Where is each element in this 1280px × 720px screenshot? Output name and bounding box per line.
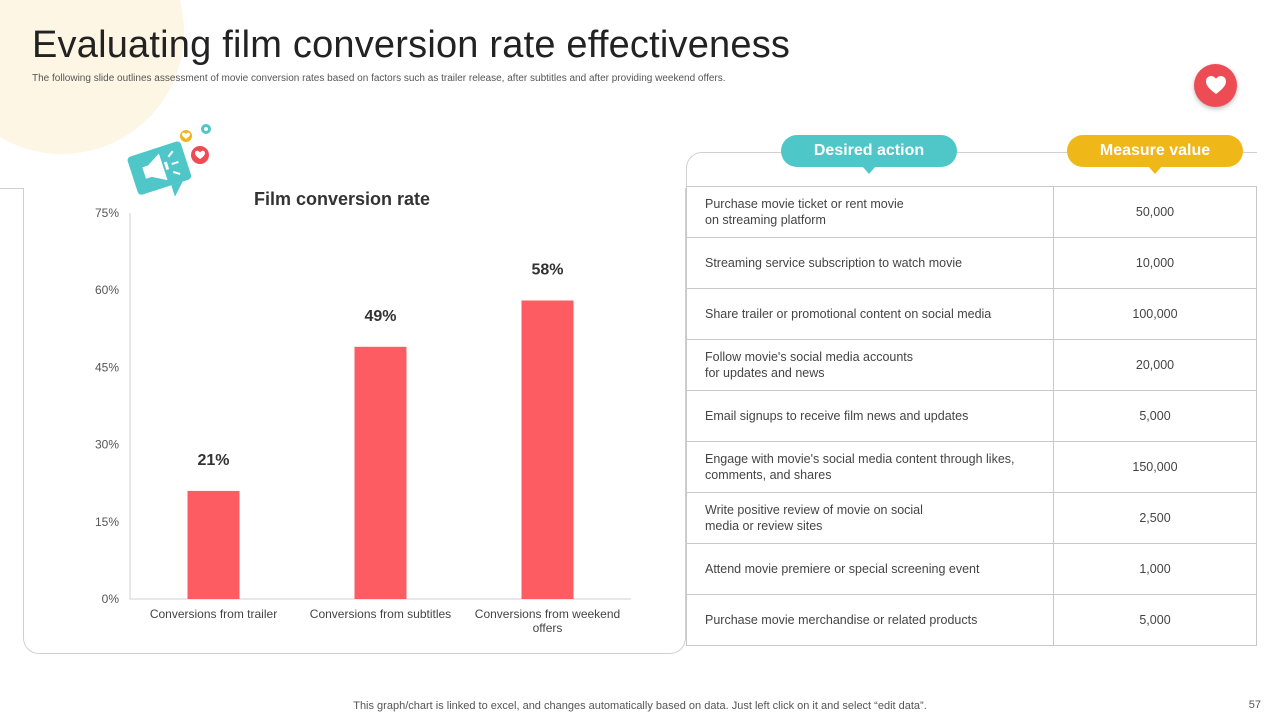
- x-tick-label: Conversions from weekend: [475, 607, 620, 621]
- bar: [187, 490, 240, 599]
- value-cell: 100,000: [1053, 288, 1257, 340]
- actions-table: Purchase movie ticket or rent movie on s…: [686, 186, 1257, 646]
- page-number: 57: [1248, 699, 1261, 711]
- data-label: 21%: [197, 452, 229, 469]
- chart-panel-edge: [0, 188, 24, 189]
- x-tick-label: offers: [533, 621, 563, 635]
- page-subtitle: The following slide outlines assessment …: [32, 73, 726, 84]
- table-row: Write positive review of movie on social…: [686, 492, 1257, 544]
- value-cell: 1,000: [1053, 543, 1257, 595]
- y-tick-label: 0%: [102, 592, 120, 606]
- table-row: Purchase movie ticket or rent movie on s…: [686, 186, 1257, 238]
- table-row: Share trailer or promotional content on …: [686, 288, 1257, 340]
- data-label: 58%: [531, 261, 563, 278]
- action-cell: Email signups to receive film news and u…: [686, 390, 1054, 442]
- measure-value-header: Measure value: [1067, 135, 1243, 174]
- megaphone-icon: [126, 118, 218, 209]
- action-cell: Streaming service subscription to watch …: [686, 237, 1054, 289]
- value-cell: 20,000: [1053, 339, 1257, 391]
- action-cell: Purchase movie ticket or rent movie on s…: [686, 186, 1054, 238]
- bar: [521, 300, 574, 599]
- value-cell: 5,000: [1053, 594, 1257, 646]
- value-cell: 2,500: [1053, 492, 1257, 544]
- value-cell: 10,000: [1053, 237, 1257, 289]
- table-row: Email signups to receive film news and u…: [686, 390, 1257, 442]
- value-cell: 50,000: [1053, 186, 1257, 238]
- footer-note: This graph/chart is linked to excel, and…: [353, 700, 927, 712]
- action-cell: Attend movie premiere or special screeni…: [686, 543, 1054, 595]
- action-cell: Purchase movie merchandise or related pr…: [686, 594, 1054, 646]
- table-row: Follow movie's social media accounts for…: [686, 339, 1257, 391]
- desired-action-header: Desired action: [781, 135, 957, 174]
- chart-title: Film conversion rate: [254, 189, 430, 209]
- table-row: Engage with movie's social media content…: [686, 441, 1257, 493]
- data-label: 49%: [364, 308, 396, 325]
- x-tick-label: Conversions from subtitles: [310, 607, 451, 621]
- table-row: Attend movie premiere or special screeni…: [686, 543, 1257, 595]
- y-tick-label: 45%: [95, 360, 119, 374]
- page-title: Evaluating film conversion rate effectiv…: [32, 24, 791, 66]
- y-tick-label: 60%: [95, 283, 119, 297]
- action-cell: Write positive review of movie on social…: [686, 492, 1054, 544]
- value-cell: 150,000: [1053, 441, 1257, 493]
- y-tick-label: 75%: [95, 206, 119, 220]
- table-frame: [686, 152, 1257, 186]
- y-tick-label: 30%: [95, 438, 119, 452]
- table-row: Purchase movie merchandise or related pr…: [686, 594, 1257, 646]
- action-cell: Follow movie's social media accounts for…: [686, 339, 1054, 391]
- value-cell: 5,000: [1053, 390, 1257, 442]
- table-row: Streaming service subscription to watch …: [686, 237, 1257, 289]
- y-tick-label: 15%: [95, 515, 119, 529]
- bar: [354, 346, 407, 599]
- action-cell: Engage with movie's social media content…: [686, 441, 1054, 493]
- x-tick-label: Conversions from trailer: [150, 607, 277, 621]
- heart-icon: [1194, 64, 1237, 107]
- chart-panel: [23, 188, 686, 654]
- action-cell: Share trailer or promotional content on …: [686, 288, 1054, 340]
